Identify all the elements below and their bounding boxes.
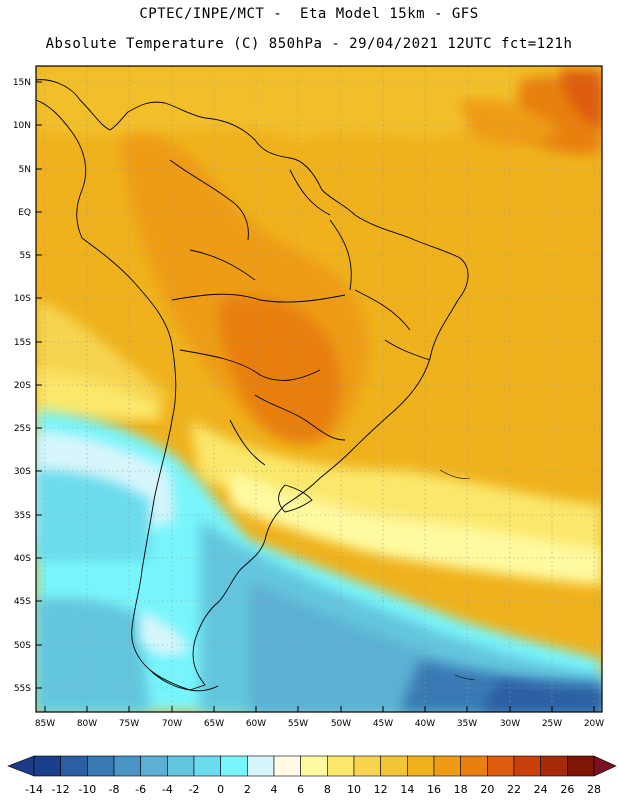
- colorbar-tick-label: 12: [373, 783, 388, 796]
- lon-label: 70W: [162, 719, 182, 729]
- colorbar-swatch: [87, 755, 115, 777]
- lat-label: 55S: [14, 684, 31, 694]
- colorbar-left-arrow: [7, 755, 35, 777]
- colorbar-swatch: [247, 755, 275, 777]
- colorbar-tick-label: 6: [297, 783, 305, 796]
- lon-label: 80W: [77, 719, 97, 729]
- lat-label: 40S: [14, 554, 31, 564]
- lon-label: 60W: [246, 719, 266, 729]
- lat-label: 25S: [14, 424, 31, 434]
- colorbar-tick-label: -10: [78, 783, 97, 796]
- lat-label: 50S: [14, 641, 31, 651]
- temperature-field: [36, 66, 602, 712]
- colorbar-tick-label: -4: [161, 783, 173, 796]
- map-title-line1: CPTEC/INPE/MCT - Eta Model 15km - GFS: [139, 6, 479, 22]
- lat-label: 5N: [19, 165, 31, 175]
- colorbar-tick-label: 2: [243, 783, 251, 796]
- colorbar-tick-label: 0: [217, 783, 225, 796]
- colorbar-swatch: [513, 755, 541, 777]
- colorbar-swatch: [33, 755, 61, 777]
- lon-label: 55W: [288, 719, 308, 729]
- colorbar-swatch: [540, 755, 568, 777]
- lat-label: 15N: [13, 78, 31, 88]
- colorbar-tick-label: 18: [453, 783, 468, 796]
- lat-label: 10N: [13, 121, 31, 131]
- coastlines: [36, 79, 476, 692]
- colorbar-swatch: [193, 755, 221, 777]
- lat-label: 20S: [14, 381, 31, 391]
- latitude-labels: 15N 10N 5N EQ 5S 10S 15S 20S 25S 30S 35S…: [13, 78, 31, 694]
- colorbar-swatch: [487, 755, 515, 777]
- lat-label: 45S: [14, 597, 31, 607]
- colorbar-swatch: [407, 755, 435, 777]
- colorbar-tick-label: 8: [323, 783, 331, 796]
- lat-label: 5S: [20, 251, 32, 261]
- lon-label: 25W: [542, 719, 562, 729]
- lon-label: 45W: [373, 719, 393, 729]
- lon-label: 65W: [204, 719, 224, 729]
- colorbar-swatch: [327, 755, 355, 777]
- lat-label: 15S: [14, 338, 31, 348]
- colorbar-swatch: [113, 755, 141, 777]
- colorbar-tick-label: -6: [135, 783, 147, 796]
- lat-label: 10S: [14, 294, 31, 304]
- colorbar-swatch: [460, 755, 488, 777]
- longitude-labels: 85W 80W 75W 70W 65W 60W 55W 50W 45W 40W …: [35, 719, 604, 729]
- colorbar-swatch: [220, 755, 248, 777]
- colorbar-swatch: [140, 755, 168, 777]
- colorbar-tick-label: 14: [400, 783, 415, 796]
- colorbar-swatch: [433, 755, 461, 777]
- colorbar-tick-label: 22: [507, 783, 521, 796]
- lat-label: EQ: [18, 208, 31, 218]
- colorbar-swatch: [353, 755, 381, 777]
- colorbar-swatch: [300, 755, 328, 777]
- colorbar-tick-label: 4: [270, 783, 278, 796]
- colorbar-tick-label: -2: [188, 783, 200, 796]
- axis-ticks: [36, 81, 595, 712]
- lon-label: 30W: [500, 719, 520, 729]
- colorbar-swatch: [60, 755, 88, 777]
- map-frame: [35, 65, 603, 713]
- colorbar-tick-label: 28: [587, 783, 601, 796]
- lon-label: 20W: [584, 719, 604, 729]
- colorbar: [7, 755, 617, 777]
- colorbar-tick-label: 16: [427, 783, 441, 796]
- lat-label: 30S: [14, 467, 31, 477]
- colorbar-swatch: [380, 755, 408, 777]
- map-title-line2: Absolute Temperature (C) 850hPa - 29/04/…: [45, 36, 573, 52]
- lon-label: 50W: [331, 719, 351, 729]
- colorbar-tick-label: -12: [51, 783, 70, 796]
- colorbar-tick-label: 10: [347, 783, 361, 796]
- lon-label: 35W: [457, 719, 477, 729]
- lat-label: 35S: [14, 511, 31, 521]
- colorbar-tick-label: 20: [480, 783, 495, 796]
- lon-label: 75W: [119, 719, 139, 729]
- lon-label: 85W: [35, 719, 55, 729]
- colorbar-swatch: [167, 755, 195, 777]
- lon-label: 40W: [415, 719, 435, 729]
- colorbar-right-arrow: [593, 755, 617, 777]
- colorbar-swatch: [567, 755, 595, 777]
- colorbar-tick-label: 24: [533, 783, 548, 796]
- colorbar-tick-label: 26: [560, 783, 575, 796]
- colorbar-swatch: [273, 755, 301, 777]
- colorbar-tick-label: -14: [25, 783, 43, 796]
- colorbar-tick-label: -8: [108, 783, 120, 796]
